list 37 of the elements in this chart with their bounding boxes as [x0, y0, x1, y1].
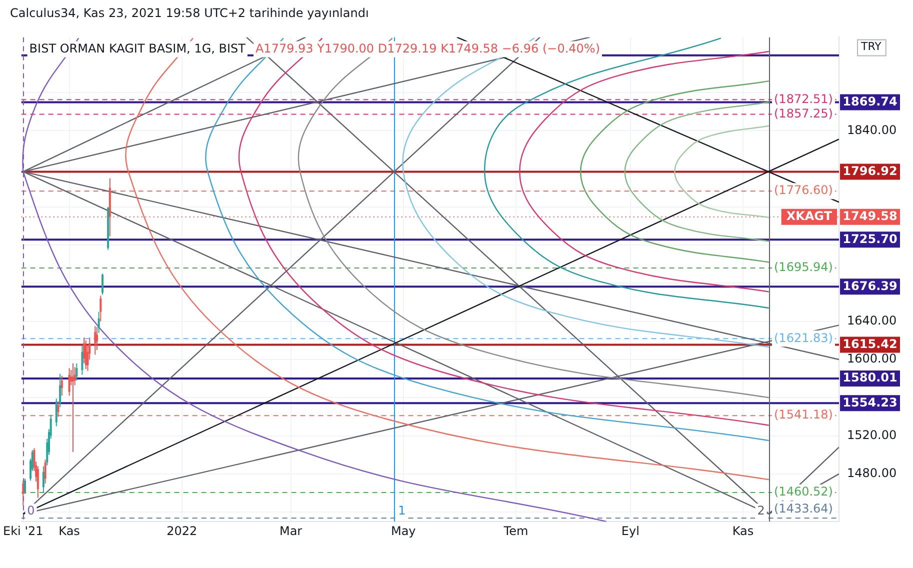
annotation: XKAGT [786, 208, 833, 223]
ref-line-label: (1776.60) [774, 183, 833, 198]
ref-line-label: 1554.23 [842, 395, 898, 410]
ref-line-label: (1872.51) [774, 92, 833, 106]
ref-line-label: 1796.92 [842, 164, 898, 178]
ref-line-label: (1460.52) [774, 484, 833, 499]
ref-line-label: 1749.58 [842, 208, 898, 223]
text: TRY [860, 40, 882, 54]
annotation: BIST ORMAN KAGIT BASIM, 1G, BIST [29, 41, 246, 56]
x-tick-label: Eyl [621, 524, 640, 538]
ref-line-label: (1621.83) [774, 330, 833, 345]
x-tick-label: 2022 [166, 524, 198, 538]
ref-line-label: 1869.74 [842, 94, 898, 108]
ref-line-label: 1676.39 [842, 278, 898, 293]
y-tick-label: 1520.00 [847, 428, 897, 442]
ref-line-label: 1725.70 [842, 232, 898, 246]
ref-line-label: 1 [398, 504, 406, 518]
ref-line-label: (1541.18) [774, 408, 833, 422]
x-tick-label: Eki '21 [3, 524, 44, 538]
y-tick-label: 1840.00 [847, 122, 897, 137]
y-tick-label: 1600.00 [847, 352, 897, 366]
x-tick-label: Kas [732, 524, 754, 538]
ref-line-label: (1857.25) [774, 106, 833, 120]
ref-line-label: 0 [27, 504, 35, 518]
annotation: A1779.93 Y1790.00 D1729.19 K1749.58 −6.96 (−0.40%) [255, 41, 600, 56]
x-tick-label: Kas [58, 524, 80, 538]
x-tick-label: Tem [502, 524, 528, 538]
y-tick-label: 1480.00 [847, 466, 897, 480]
ref-line-label: (1695.94) [774, 260, 833, 274]
ref-line-label: 1615.42 [842, 336, 898, 351]
x-tick-label: May [390, 524, 416, 538]
ref-line-label: 1580.01 [842, 370, 898, 385]
ref-line-label: (1433.64) [774, 501, 833, 516]
x-tick-label: Mar [279, 524, 302, 538]
ref-line-label: 2 [757, 504, 765, 518]
y-tick-label: 1640.00 [847, 313, 897, 328]
chart-title: Calculus34, Kas 23, 2021 19:58 UTC+2 tarihinde yayınlandı [10, 6, 369, 20]
